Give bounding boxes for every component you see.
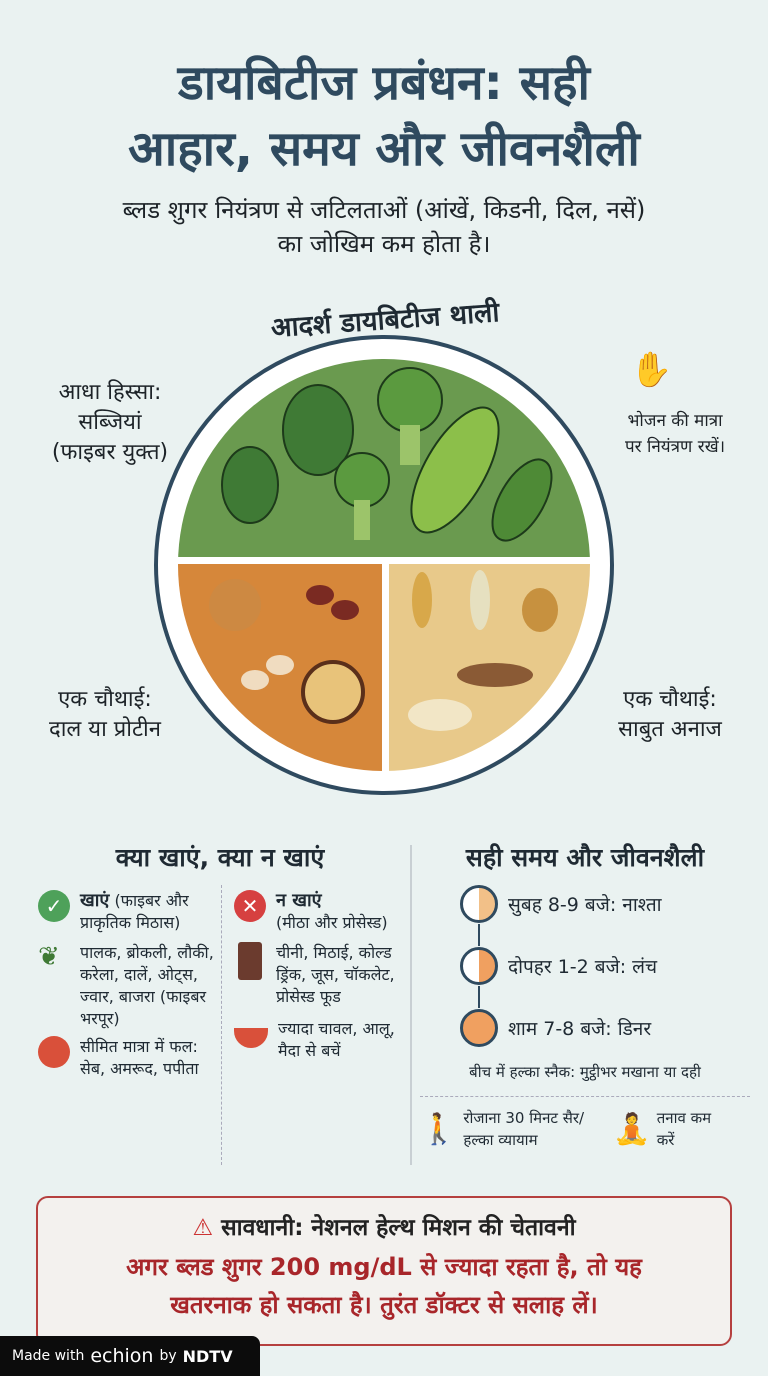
warning-box: ⚠ सावधानी: नेशनल हेल्थ मिशन की चेतावनी अ… <box>36 1196 732 1346</box>
do-item: पालक, ब्रोकली, लौकी, करेला, दालें, ओट्स,… <box>80 943 214 1028</box>
walking-person-icon: 🚶 <box>420 1111 458 1147</box>
clock-icon <box>460 885 498 923</box>
warning-text: अगर ब्लड शुगर 200 mg/dL से ज्यादा रहता ह… <box>126 1253 642 1281</box>
veg-half-label: आधा हिस्सा: सब्जियां (फाइबर युक्त) <box>30 378 190 468</box>
dont-title: न खाएं <box>276 890 322 911</box>
grains-label: एक चौथाई: साबुत अनाज <box>585 685 755 745</box>
walk-tip: रोजाना 30 मिनट सैर/हल्का व्यायाम <box>463 1109 585 1149</box>
title-line1: डायबिटीज प्रबंधन: सही <box>178 55 590 111</box>
label-line: आधा हिस्सा: <box>58 380 162 405</box>
warning-text: खतरनाक हो सकता है। तुरंत डॉक्टर से सलाह … <box>170 1291 598 1319</box>
check-icon: ✓ <box>38 890 70 922</box>
soda-cup-icon <box>238 942 262 980</box>
label-line: साबुत अनाज <box>618 717 722 742</box>
label-line: पर नियंत्रण रखें। <box>624 437 726 457</box>
clock-icon <box>460 947 498 985</box>
ndtv-logo: NDTV <box>182 1346 233 1366</box>
do-item: सीमित मात्रा में फल: सेब, अमरूद, पपीता <box>80 1037 199 1078</box>
cross-icon: ✕ <box>234 890 266 922</box>
spinach-icon: ❦ <box>38 942 60 972</box>
meal-time: दोपहर 1-2 बजे: लंच <box>508 956 658 978</box>
subtitle: ब्लड शुगर नियंत्रण से जटिलताओं (आंखें, क… <box>40 193 728 261</box>
portion-label: भोजन की मात्रा पर नियंत्रण रखें। <box>590 408 760 460</box>
plate-illustration <box>154 335 614 795</box>
grains-icon <box>408 570 558 731</box>
label-line: दाल या प्रोटीन <box>49 717 161 742</box>
do-title: खाएं <box>80 890 110 911</box>
warning-title: सावधानी: नेशनल हेल्थ मिशन की चेतावनी <box>221 1215 576 1241</box>
label-line: एक चौथाई: <box>58 687 152 712</box>
clock-icon <box>460 1009 498 1047</box>
label-line: भोजन की मात्रा <box>627 411 723 431</box>
dont-item: ज्यादा चावल, आलू, मैदा से बचें <box>278 1019 395 1060</box>
subtitle-line1: ब्लड शुगर नियंत्रण से जटिलताओं (आंखें, क… <box>122 196 646 224</box>
divider <box>410 845 412 1165</box>
badge-made: Made with <box>12 1348 85 1364</box>
title-line2: आहार, समय और जीवनशैली <box>128 121 640 177</box>
timing-section: सही समय और जीवनशैली सुबह 8-9 बजे: नाश्ता… <box>420 840 750 1151</box>
label-line: एक चौथाई: <box>623 687 717 712</box>
rice-bowl-icon <box>234 1028 268 1048</box>
echion-logo: echion <box>90 1345 154 1367</box>
subtitle-line2: का जोखिम कम होता है। <box>277 230 491 258</box>
page-title: डायबिटीज प्रबंधन: सही आहार, समय और जीवनश… <box>0 50 768 182</box>
timing-heading: सही समय और जीवनशैली <box>465 843 705 872</box>
protein-label: एक चौथाई: दाल या प्रोटीन <box>20 685 190 745</box>
meal-time: सुबह 8-9 बजे: नाश्ता <box>508 894 662 916</box>
dont-note: (मीठा और प्रोसेस्ड) <box>276 913 388 932</box>
meditation-icon: 🧘 <box>613 1111 651 1147</box>
vegetables-icon <box>221 367 553 542</box>
do-note: (फाइबर और प्राकृतिक मिठास) <box>80 891 189 932</box>
warning-icon: ⚠ <box>192 1215 214 1241</box>
lentils-icon <box>209 579 365 724</box>
meal-time: शाम 7-8 बजे: डिनर <box>508 1018 652 1040</box>
do-column: ✓ खाएं (फाइबर और प्राकृतिक मिठास) ❦ पालक… <box>38 890 220 1080</box>
apple-icon <box>38 1036 70 1068</box>
label-line: सब्जियां <box>78 410 142 435</box>
portion-hand-icon: ✋ <box>630 350 673 390</box>
label-line: (फाइबर युक्त) <box>51 440 169 465</box>
stress-tip: तनाव कम करें <box>656 1109 712 1149</box>
divider <box>221 885 222 1165</box>
dont-item: चीनी, मिठाई, कोल्ड ड्रिंक, जूस, चॉकलेट, … <box>276 943 395 1006</box>
dont-column: ✕ न खाएं (मीठा और प्रोसेस्ड) चीनी, मिठाई,… <box>234 890 406 1062</box>
eat-heading: क्या खाएं, क्या न खाएं <box>115 843 325 872</box>
eat-section: क्या खाएं, क्या न खाएं <box>40 840 400 874</box>
made-with-badge[interactable]: Made with echion by NDTV <box>0 1336 260 1376</box>
snack-tip: बीच में हल्का स्नैक: मुट्ठीभर मखाना या द… <box>469 1063 701 1081</box>
badge-by: by <box>159 1348 177 1364</box>
